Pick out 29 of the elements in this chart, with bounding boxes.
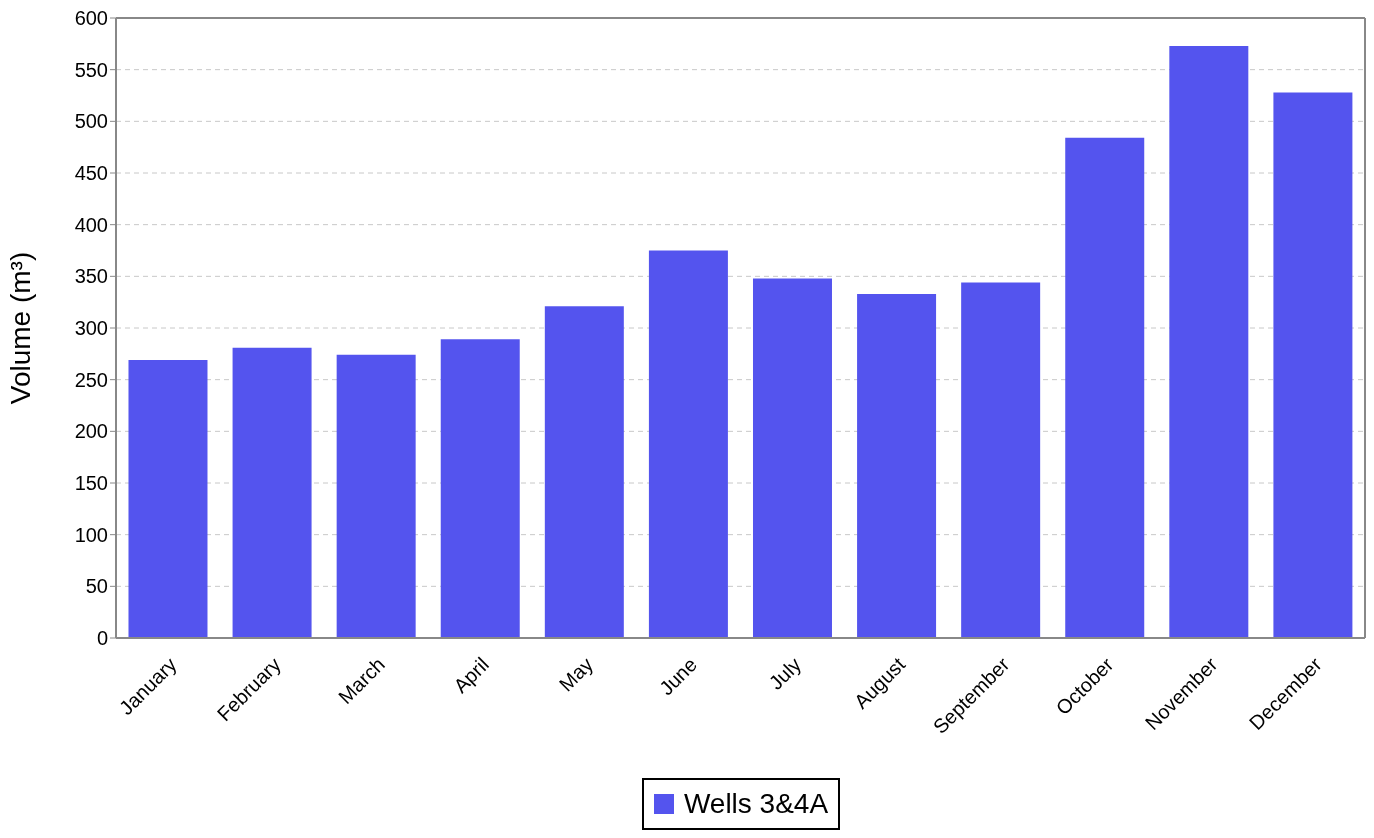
- bar: [648, 250, 728, 638]
- y-tick-label: 500: [74, 110, 108, 133]
- bar: [857, 293, 937, 638]
- y-axis-title: Volume (m³): [4, 251, 36, 405]
- y-tick-label: 200: [74, 420, 108, 443]
- y-tick-label: 250: [74, 368, 108, 391]
- y-tick-label: 0: [96, 627, 108, 650]
- y-tick-label: 550: [74, 58, 108, 81]
- bar: [752, 278, 832, 638]
- y-tick-label: 350: [74, 265, 108, 288]
- bar: [961, 282, 1041, 638]
- y-tick-label: 50: [85, 575, 108, 598]
- legend-label: Wells 3&4A: [683, 788, 829, 820]
- y-tick-label: 600: [74, 7, 108, 30]
- bar: [1169, 45, 1249, 638]
- y-tick-label: 300: [74, 317, 108, 340]
- y-tick-label: 450: [74, 162, 108, 185]
- bar: [336, 354, 416, 638]
- x-tick-label: May: [554, 653, 598, 696]
- bar: [232, 347, 312, 638]
- bar: [128, 360, 208, 638]
- bar: [544, 306, 624, 638]
- x-tick-label: July: [764, 653, 806, 694]
- y-tick-label: 150: [74, 472, 108, 495]
- y-tick-label: 400: [74, 213, 108, 236]
- bar: [1065, 137, 1145, 638]
- y-tick-label: 100: [74, 523, 108, 546]
- bar: [1273, 92, 1353, 638]
- bar: [440, 339, 520, 638]
